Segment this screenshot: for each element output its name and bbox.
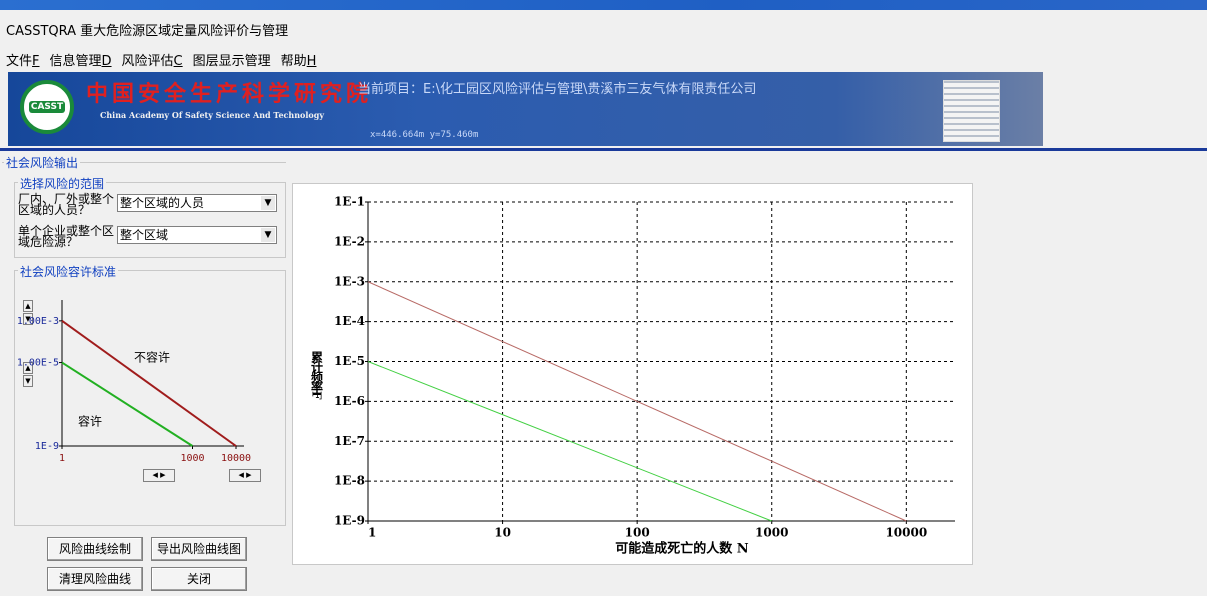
x-tick-label: 1 xyxy=(368,526,376,540)
annotation: 容许 xyxy=(78,414,102,429)
institute-name-en: China Academy Of Safety Science And Tech… xyxy=(100,110,324,120)
button[interactable]: 关闭 xyxy=(151,567,247,591)
dropdown[interactable]: 整个区域的人员▼ xyxy=(117,194,277,212)
y-tick-label: 1E-5 xyxy=(334,354,365,368)
x-tick-label: 1000 xyxy=(755,526,788,540)
menu-item[interactable]: 信息管理D xyxy=(50,50,112,69)
building-image xyxy=(943,80,1000,142)
x-tick-label: 10000 xyxy=(885,526,927,540)
group-title: 社会风险容许标准 xyxy=(18,263,118,280)
series-line xyxy=(62,363,193,446)
header-banner: CASST 中国安全生产科学研究院 China Academy Of Safet… xyxy=(8,72,1043,146)
window-title: CASSTQRA 重大危险源区域定量风险评价与管理 xyxy=(6,20,288,39)
button[interactable]: 风险曲线绘制 xyxy=(47,537,143,561)
x-tick-label: 1000 xyxy=(180,453,204,464)
x-axis-label: 可能造成死亡的人数 N xyxy=(615,541,749,557)
x-tick-label: 1 xyxy=(59,453,65,464)
menu-item[interactable]: 文件F xyxy=(6,50,40,69)
y-tick-label: 1E-4 xyxy=(334,314,365,328)
menu-label: 帮助 xyxy=(281,54,307,69)
institute-name: 中国安全生产科学研究院 xyxy=(86,76,372,108)
group-title: 社会风险输出 xyxy=(4,154,80,171)
group-title: 选择风险的范围 xyxy=(18,175,106,192)
menu-accelerator: C xyxy=(174,54,183,69)
y-tick-label: 1E-9 xyxy=(334,514,365,528)
field-label: 厂内、厂外或整个区域的人员？ xyxy=(18,194,122,216)
y-tick-label: 1E-9 xyxy=(35,441,59,452)
menu-item[interactable]: 图层显示管理 xyxy=(193,50,271,69)
menu-label: 文件 xyxy=(6,54,32,69)
coordinates: x=446.664m y=75.460m xyxy=(370,130,478,140)
y-tick-label: 1E-1 xyxy=(334,195,365,209)
menu-accelerator: F xyxy=(32,54,39,69)
menu-item[interactable]: 风险评估C xyxy=(122,50,183,69)
y-tick-label: 1E-8 xyxy=(334,474,365,488)
dropdown[interactable]: 整个区域▼ xyxy=(117,226,277,244)
dropdown-value: 整个区域的人员 xyxy=(120,196,204,210)
y-tick-label: 1E-6 xyxy=(334,394,365,408)
field-label: 单个企业或整个区域危险源？ xyxy=(18,226,122,248)
project-path: 当前项目：E:\化工园区风险评估与管理\贵溪市三友气体有限责任公司 xyxy=(358,78,756,97)
y-tick-label: 1E-3 xyxy=(334,274,365,288)
menu-label: 风险评估 xyxy=(122,54,174,69)
x-tick-label: 10 xyxy=(494,526,511,540)
y-tick-label: 1E-7 xyxy=(334,434,365,448)
x-tick-label: 10000 xyxy=(221,453,251,464)
y-tick-label: 1.00E-3 xyxy=(17,316,59,327)
menu-bar: 文件F 信息管理D 风险评估C 图层显示管理帮助H xyxy=(6,50,316,69)
y-tick-label: 1E-2 xyxy=(334,234,365,248)
y-tick-label: 1.00E-5 xyxy=(17,358,59,369)
app-window: {"window": {"title": "CASSTQRA 重大危险源区域定量… xyxy=(0,0,1207,596)
chart: 1E-1 1E-2 1E-3 1E-4 1E-5 1E-6 1E-7 1E-8 1E-91 10 1… xyxy=(292,183,973,565)
menu-label: 信息管理 xyxy=(50,54,102,69)
menu-accelerator: H xyxy=(307,54,317,69)
annotation: 不容许 xyxy=(134,350,170,365)
separator xyxy=(0,148,1207,151)
button[interactable]: 清理风险曲线 xyxy=(47,567,143,591)
menu-accelerator: D xyxy=(102,54,112,69)
button[interactable]: 导出风险曲线图 xyxy=(151,537,247,561)
logo-text: CASST xyxy=(29,101,65,113)
y-axis-label: 累计频率F xyxy=(310,351,324,400)
x-tick-label: 100 xyxy=(625,526,650,540)
menu-item[interactable]: 帮助H xyxy=(281,50,317,69)
logo: CASST xyxy=(20,80,74,134)
menu-label: 图层显示管理 xyxy=(193,54,271,69)
dropdown-value: 整个区域 xyxy=(120,228,168,242)
taskbar xyxy=(0,0,1207,10)
